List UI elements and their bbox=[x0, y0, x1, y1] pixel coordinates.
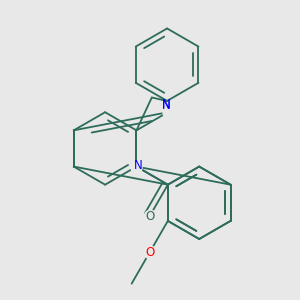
Text: O: O bbox=[145, 246, 154, 259]
Text: N: N bbox=[134, 159, 142, 172]
Text: N: N bbox=[162, 98, 171, 111]
Text: O: O bbox=[145, 209, 154, 223]
Text: N: N bbox=[162, 99, 171, 112]
